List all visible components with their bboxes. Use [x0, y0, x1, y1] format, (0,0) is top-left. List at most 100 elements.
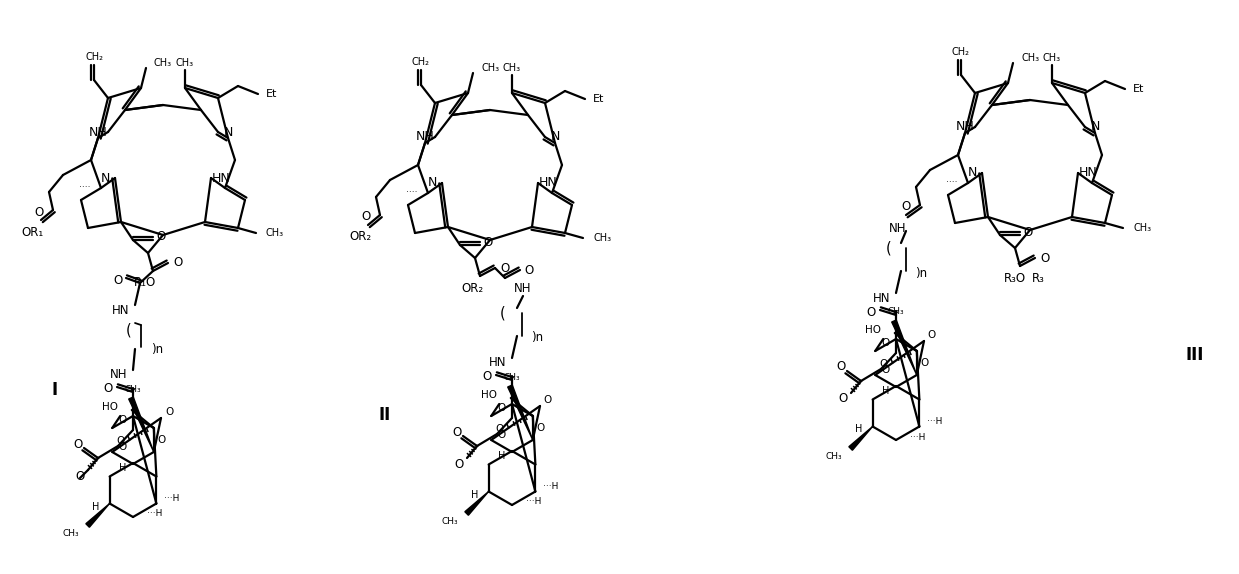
- Text: O: O: [452, 425, 462, 439]
- Text: R₁O: R₁O: [134, 277, 156, 289]
- Text: HN: HN: [1079, 166, 1098, 180]
- Text: ····: ····: [79, 184, 90, 192]
- Text: CH₃: CH₃: [125, 385, 141, 394]
- Text: N: N: [100, 172, 110, 184]
- Text: NH: NH: [89, 126, 108, 138]
- Text: CH₂: CH₂: [413, 57, 430, 67]
- Text: ···H: ···H: [927, 417, 943, 426]
- Text: O: O: [881, 365, 890, 375]
- Text: )n: )n: [151, 343, 164, 356]
- Text: OR₂: OR₂: [461, 281, 483, 294]
- Text: H: H: [882, 386, 890, 396]
- Text: O: O: [118, 442, 126, 452]
- Text: O: O: [157, 435, 166, 445]
- Text: ···H: ···H: [147, 510, 162, 518]
- Text: CH₃: CH₃: [504, 373, 520, 382]
- Text: O: O: [866, 305, 876, 319]
- Text: Et: Et: [1132, 84, 1145, 94]
- Text: CH₃: CH₃: [503, 63, 522, 73]
- Text: O: O: [880, 359, 888, 369]
- Text: O: O: [497, 403, 506, 413]
- Text: O: O: [496, 424, 504, 434]
- Text: CH₃: CH₃: [1021, 53, 1040, 63]
- Text: O: O: [524, 263, 534, 277]
- Text: O: O: [921, 358, 929, 368]
- Text: O: O: [173, 257, 182, 270]
- Text: )n: )n: [914, 266, 927, 280]
- Text: O: O: [536, 423, 545, 433]
- Text: O: O: [501, 262, 509, 274]
- Text: NH: NH: [955, 121, 974, 134]
- Polygon shape: [85, 503, 109, 528]
- Text: O: O: [482, 370, 492, 383]
- Text: H: H: [92, 502, 99, 511]
- Text: ····: ····: [947, 179, 958, 188]
- Text: O: O: [839, 393, 847, 405]
- Text: HN: HN: [113, 304, 130, 316]
- Text: )n: )n: [532, 332, 543, 344]
- Text: I: I: [52, 381, 58, 399]
- Text: R₃: R₃: [1032, 273, 1044, 285]
- Text: CH₃: CH₃: [176, 58, 195, 68]
- Text: Et: Et: [593, 94, 605, 104]
- Text: HN: HN: [873, 292, 891, 304]
- Text: CH₃: CH₃: [266, 228, 284, 238]
- Text: H: H: [855, 425, 862, 435]
- Polygon shape: [465, 491, 488, 515]
- Text: O: O: [76, 470, 84, 483]
- Text: O: O: [165, 407, 173, 417]
- Text: N: N: [223, 126, 233, 138]
- Text: (: (: [126, 323, 131, 338]
- Text: N: N: [1090, 121, 1100, 134]
- Text: HN: HN: [489, 356, 507, 370]
- Text: ···H: ···H: [527, 498, 541, 506]
- Text: HO: HO: [865, 325, 881, 335]
- Text: O: O: [902, 200, 911, 214]
- Text: O: O: [35, 205, 43, 219]
- Polygon shape: [892, 320, 917, 375]
- Text: O: O: [928, 330, 937, 340]
- Text: CH₂: CH₂: [85, 52, 103, 62]
- Text: O: O: [118, 415, 126, 425]
- Text: OR₁: OR₁: [22, 226, 45, 239]
- Text: R₃O: R₃O: [1004, 273, 1026, 285]
- Text: CH₃: CH₃: [154, 58, 172, 68]
- Text: O: O: [116, 436, 125, 446]
- Text: O: O: [103, 382, 113, 395]
- Text: HN: HN: [539, 176, 558, 189]
- Text: O: O: [1023, 226, 1032, 239]
- Text: CH₂: CH₂: [952, 47, 970, 57]
- Polygon shape: [129, 397, 154, 452]
- Text: HN: HN: [212, 172, 230, 184]
- Text: HO: HO: [102, 402, 118, 412]
- Polygon shape: [849, 426, 872, 450]
- Text: NH: NH: [514, 281, 532, 294]
- Text: CH₃: CH₃: [593, 233, 611, 243]
- Text: ···H: ···H: [544, 482, 559, 491]
- Text: (: (: [501, 305, 506, 320]
- Text: III: III: [1186, 346, 1204, 364]
- Text: H: H: [471, 490, 478, 499]
- Text: O: O: [114, 273, 123, 286]
- Text: ···H: ···H: [165, 494, 180, 503]
- Text: CH₃: CH₃: [887, 308, 904, 316]
- Text: O: O: [156, 231, 166, 243]
- Text: O: O: [544, 395, 553, 405]
- Polygon shape: [508, 385, 533, 440]
- Text: O: O: [1041, 251, 1049, 265]
- Text: OR₂: OR₂: [349, 231, 370, 243]
- Text: CH₃: CH₃: [481, 63, 499, 73]
- Text: ····: ····: [406, 188, 418, 197]
- Text: O: O: [497, 430, 506, 440]
- Text: NH: NH: [415, 130, 435, 144]
- Text: N: N: [550, 130, 560, 144]
- Text: CH₃: CH₃: [442, 517, 458, 526]
- Text: O: O: [836, 360, 846, 374]
- Text: CH₃: CH₃: [63, 529, 79, 538]
- Text: H: H: [119, 463, 126, 473]
- Text: CH₃: CH₃: [1132, 223, 1151, 233]
- Text: O: O: [455, 457, 463, 471]
- Text: O: O: [73, 437, 83, 451]
- Text: II: II: [379, 406, 392, 424]
- Text: N: N: [427, 176, 436, 189]
